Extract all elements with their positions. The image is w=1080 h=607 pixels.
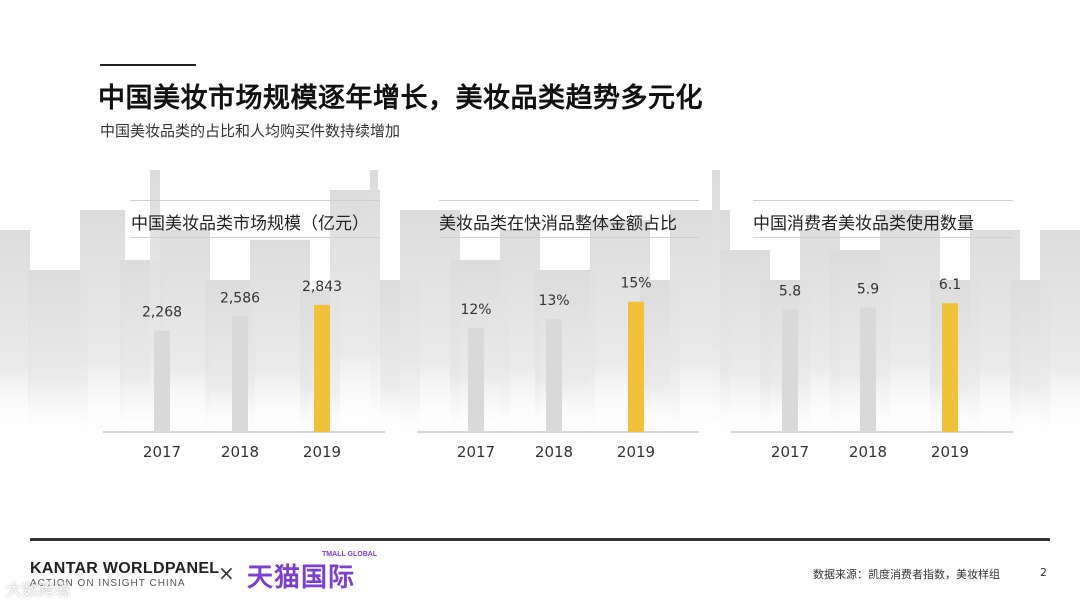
page-number: 2 [1040,566,1047,579]
bar-chart-fmcg-share: 12% 2017 13% 2018 15% 2019 [417,276,699,461]
chart-panel-market-size: 中国美妆品类市场规模（亿元） 2,268 2017 2,586 2018 2,843 20… [100,200,400,470]
footer-rule [30,538,1050,541]
panel-title-bottom-rule [439,237,699,238]
bar-2019 [628,301,644,432]
tmall-global-label: TMALL GLOBAL [322,551,378,558]
data-label-2019: 6.1 [939,277,961,293]
bar-2018 [232,316,248,432]
chart-title: 中国美妆品类市场规模（亿元） [131,214,369,234]
x-tick-label-2017: 2017 [143,443,181,461]
panel-title-top-rule [753,200,1013,201]
page-subtitle: 中国美妆品类的占比和人均购买件数持续增加 [100,122,401,140]
x-tick-label-2017: 2017 [771,443,809,461]
data-label-2017: 5.8 [779,284,801,300]
tmall-logo-text: 天猫国际 [247,563,356,593]
bar-2019 [942,303,958,432]
x-tick-label-2017: 2017 [457,443,495,461]
panel-title-top-rule [130,200,380,201]
kantar-tagline: ACTION ON INSIGHT CHINA [30,578,186,589]
bar-2017 [782,309,798,432]
panel-title-bottom-rule [753,237,1013,238]
data-label-2019: 15% [620,276,651,292]
bar-2019 [314,304,330,432]
chart-panel-fmcg-share: 美妆品类在快消品整体金额占比 12% 2017 13% 2018 15% 2019 [414,200,714,470]
kantar-logo-text: KANTAR WORLDPANEL [30,560,220,577]
bar-2017 [154,330,170,432]
bar-2018 [860,307,876,432]
data-source-note: 数据来源：凯度消费者指数，美妆样组 [813,568,1000,581]
panel-title-top-rule [439,200,699,201]
chart-title: 中国消费者美妆品类使用数量 [753,214,974,234]
bar-chart-usage-count: 5.8 2017 5.9 2018 6.1 2019 [731,277,1013,461]
x-tick-label-2018: 2018 [849,443,887,461]
panel-title-bottom-rule [130,237,380,238]
chart-panel-usage-count: 中国消费者美妆品类使用数量 5.8 2017 5.9 2018 6.1 2019 [728,200,1028,470]
x-tick-label-2019: 2019 [931,443,969,461]
bar-2018 [546,319,562,432]
x-tick-label-2019: 2019 [303,443,341,461]
x-tick-label-2018: 2018 [221,443,259,461]
page-title: 中国美妆市场规模逐年增长，美妆品类趋势多元化 [98,83,703,114]
bar-chart-market-size: 2,268 2017 2,586 2018 2,843 2019 [103,279,385,461]
data-label-2019: 2,843 [302,279,342,295]
x-tick-label-2018: 2018 [535,443,573,461]
title-accent-rule [100,64,196,66]
data-label-2018: 2,586 [220,290,260,306]
data-label-2017: 2,268 [142,305,182,321]
chart-title: 美妆品类在快消品整体金额占比 [439,214,677,234]
times-sign: × [218,561,235,585]
bar-2017 [468,327,484,432]
data-label-2018: 5.9 [857,281,879,297]
data-label-2017: 12% [460,302,491,318]
watermark: 大数跨境 [6,580,71,599]
data-label-2018: 13% [538,293,569,309]
x-tick-label-2019: 2019 [617,443,655,461]
